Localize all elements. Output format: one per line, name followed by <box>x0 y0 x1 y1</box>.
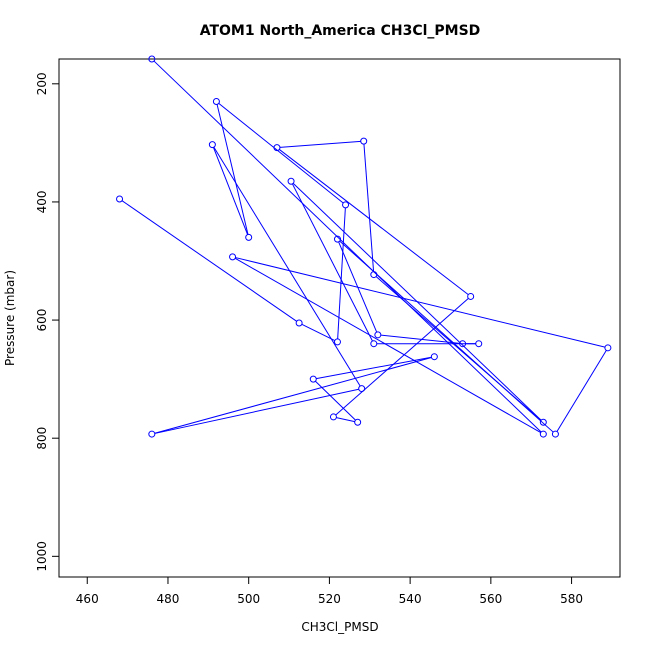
data-point <box>374 331 382 339</box>
series-segment <box>380 334 460 344</box>
y-axis-label: Pressure (mbar) <box>3 270 17 366</box>
data-point <box>329 413 337 421</box>
series-segment <box>301 323 336 342</box>
data-point <box>539 418 547 426</box>
data-point <box>333 338 341 346</box>
series-segment <box>363 144 375 272</box>
x-tick-label: 580 <box>560 592 583 606</box>
y-tick-label: 1000 <box>35 541 49 572</box>
y-tick-label: 400 <box>35 190 49 213</box>
data-point <box>229 253 237 261</box>
data-point <box>342 201 350 209</box>
data-point <box>370 340 378 348</box>
data-point <box>430 353 438 361</box>
series-segment <box>556 350 607 432</box>
series-segment <box>234 257 541 434</box>
data-point <box>287 177 295 185</box>
data-point <box>295 319 303 327</box>
data-point <box>208 141 216 149</box>
series-segment <box>279 149 469 296</box>
series-segment <box>212 147 249 235</box>
series-segment <box>316 356 432 380</box>
series-segment <box>121 200 297 322</box>
data-point <box>551 430 559 438</box>
series-segment <box>154 356 432 434</box>
data-point <box>360 137 368 145</box>
series-segment <box>218 103 344 204</box>
series-segment <box>336 417 355 423</box>
y-axis: 200 400 600 800 1000 <box>35 72 59 572</box>
data-point <box>333 235 341 243</box>
series-segment <box>154 388 359 434</box>
data-point <box>148 430 156 438</box>
series-segment <box>235 257 606 348</box>
series-segment <box>315 380 356 421</box>
series-segment <box>335 298 469 416</box>
data-point <box>245 233 253 241</box>
data-point <box>370 271 378 279</box>
chart-title: ATOM1 North_America CH3Cl_PMSD <box>200 23 481 39</box>
data-point <box>212 98 220 106</box>
series-segment <box>153 60 542 433</box>
data-point <box>354 418 362 426</box>
data-point <box>604 344 612 352</box>
x-tick-label: 460 <box>76 592 99 606</box>
x-tick-label: 560 <box>479 592 502 606</box>
x-tick-label: 480 <box>157 592 180 606</box>
series-segment <box>291 183 373 342</box>
y-tick-label: 200 <box>35 72 49 95</box>
data-point <box>148 55 156 63</box>
series-segment <box>213 146 361 387</box>
plot-box <box>58 58 621 578</box>
data-point <box>309 375 317 383</box>
plot-area <box>116 55 612 438</box>
y-tick-label: 800 <box>35 427 49 450</box>
x-tick-label: 540 <box>399 592 422 606</box>
x-axis: 460 480 500 520 540 560 580 <box>76 577 583 606</box>
x-tick-label: 520 <box>318 592 341 606</box>
data-point <box>358 385 366 393</box>
x-tick-label: 500 <box>237 592 260 606</box>
data-point <box>273 144 281 152</box>
data-point <box>116 195 124 203</box>
data-point <box>459 340 467 348</box>
data-point <box>539 430 547 438</box>
y-tick-label: 600 <box>35 309 49 332</box>
series-segment <box>279 140 361 148</box>
data-point <box>467 292 475 300</box>
data-point <box>475 340 483 348</box>
x-axis-label: CH3Cl_PMSD <box>301 620 378 634</box>
